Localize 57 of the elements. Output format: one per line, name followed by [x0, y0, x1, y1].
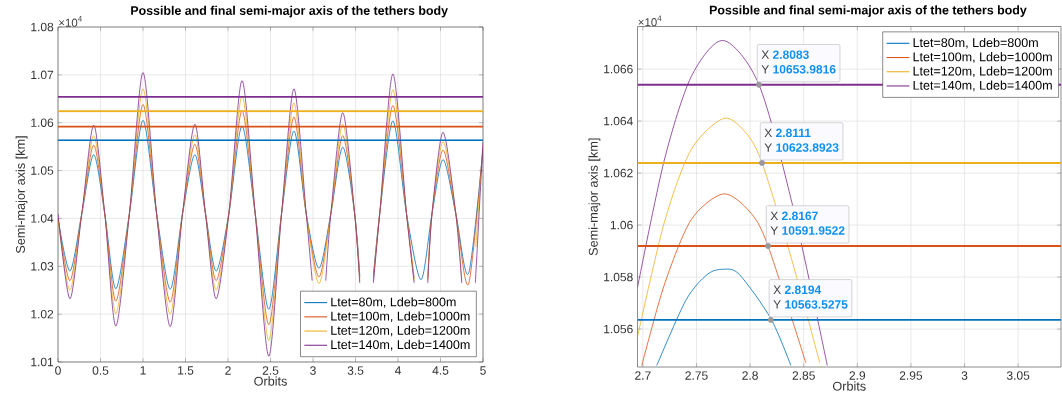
legend-label: Ltet=80m, Ldeb=800m: [331, 297, 456, 308]
y-tick-label: 1.056: [604, 324, 633, 334]
x-tick-label: 2.75: [685, 371, 708, 380]
y-tick-label: 1.03: [31, 262, 54, 271]
x-tick-label: 4: [394, 366, 401, 375]
legend-label: Ltet=100m, Ldeb=1000m: [913, 52, 1052, 63]
x-tick-label: 3: [961, 371, 968, 380]
y-tick-label: 1.05: [31, 166, 54, 175]
x-axis-title: Orbits: [832, 381, 866, 391]
y-tick-label: 1.01: [31, 357, 54, 367]
y-tick-label: 1.04: [31, 214, 54, 223]
legend-label: Ltet=80m, Ldeb=800m: [913, 37, 1038, 49]
annotation: X 2.8167: [770, 211, 818, 221]
legend-label: Ltet=140m, Ldeb=1400m: [913, 80, 1052, 92]
y-tick-label: 1.06: [610, 220, 633, 230]
y-tick-label: 1.06: [31, 118, 54, 127]
x-tick-label: 3.05: [1006, 371, 1030, 380]
annotation: Y 10653.9816: [761, 65, 836, 74]
legend-label: Ltet=100m, Ldeb=1000m: [331, 311, 470, 323]
text: ×10$^{4}$: [638, 15, 662, 27]
y-tick-label: 1.07: [31, 70, 54, 80]
x-tick-label: 5: [480, 366, 486, 375]
x-tick-label: 0.5: [92, 366, 109, 375]
y-tick-label: 1.058: [604, 272, 633, 282]
annotation: Y 10563.5275: [773, 300, 848, 309]
x-tick-label: 0: [55, 366, 61, 375]
x-tick-label: 2.85: [792, 371, 815, 380]
annotation: Y 10591.9522: [770, 226, 845, 235]
x-tick-label: 3.5: [347, 366, 364, 375]
y-tick-label: 1.066: [604, 64, 633, 74]
x-tick-label: 1: [140, 366, 146, 375]
x-tick-label: 2.5: [262, 366, 279, 375]
x-tick-label: 2: [225, 366, 231, 375]
y-tick-label: 1.062: [604, 168, 633, 178]
x-axis-title: Orbits: [254, 376, 287, 386]
x-tick-label: 4.5: [432, 366, 449, 375]
legend-label: Ltet=120m, Ldeb=1200m: [331, 325, 470, 337]
text: ×10$^{4}$: [59, 16, 82, 27]
chart-title: Possible and final semi-major axis of the tethers body: [131, 5, 448, 18]
x-tick-label: 1.5: [178, 366, 194, 375]
annotation: Y 10623.8923: [764, 143, 839, 152]
x-tick-label: 2.9: [849, 371, 866, 380]
annotation: X 2.8111: [764, 128, 811, 138]
y-tick-label: 1.02: [31, 309, 54, 319]
x-tick-label: 2.8: [742, 371, 758, 380]
y-tick-label: 1.064: [604, 116, 633, 126]
legend-label: Ltet=140m, Ldeb=1400m: [331, 339, 470, 351]
x-tick-label: 2.7: [635, 371, 651, 380]
y-tick-label: 1.08: [31, 22, 54, 32]
legend-label: Ltet=120m, Ldeb=1200m: [913, 66, 1052, 77]
y-axis-title: Semi-major axis [km]: [588, 138, 601, 256]
chart-title: Possible and final semi-major axis of the tethers body: [709, 5, 1027, 17]
x-tick-label: 2.95: [899, 371, 923, 380]
annotation: X 2.8083: [761, 50, 809, 59]
y-axis-title: Semi-major axis [km]: [15, 136, 28, 254]
annotation: X 2.8194: [773, 285, 822, 295]
x-tick-label: 3: [310, 366, 316, 375]
